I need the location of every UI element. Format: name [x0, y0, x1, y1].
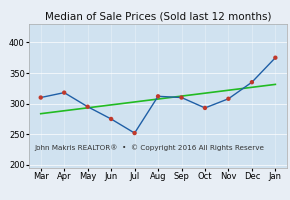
Point — [85, 105, 90, 108]
Point — [132, 131, 137, 135]
Point — [273, 56, 278, 59]
Point — [38, 96, 43, 99]
Point — [226, 97, 231, 100]
Point — [250, 81, 254, 84]
Point — [62, 91, 66, 94]
Point — [179, 96, 184, 99]
Title: Median of Sale Prices (Sold last 12 months): Median of Sale Prices (Sold last 12 mont… — [45, 12, 271, 22]
Point — [203, 106, 207, 110]
Point — [156, 95, 160, 98]
Text: John Makris REALTOR®  •  © Copyright 2016 All Rights Reserve: John Makris REALTOR® • © Copyright 2016 … — [34, 144, 264, 151]
Point — [109, 117, 113, 121]
